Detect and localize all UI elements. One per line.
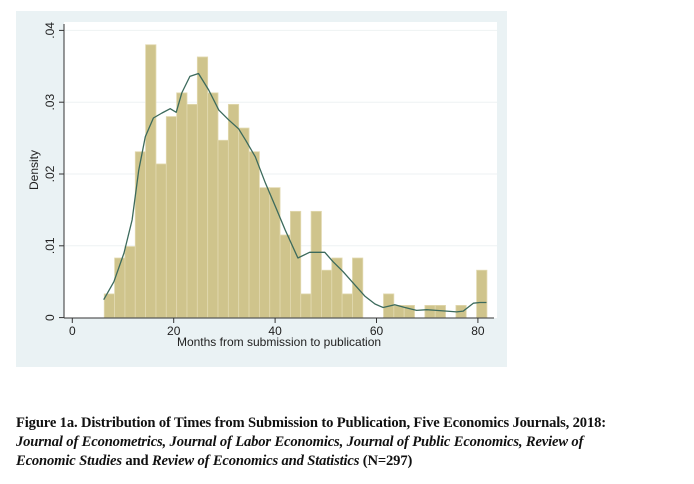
histogram-bar [176, 92, 188, 318]
y-tick-label: 0 [43, 314, 57, 321]
caption-sample-size: (N=297) [359, 453, 413, 469]
histogram-bar [279, 234, 291, 318]
figure-caption: Figure 1a. Distribution of Times from Su… [16, 414, 688, 471]
x-tick-label: 80 [471, 324, 485, 338]
y-axis-ticks: 0 .01 .02 .03 .04 [43, 22, 64, 321]
histogram-bar [269, 187, 281, 318]
histogram-bar [207, 92, 219, 318]
y-tick-label: .02 [43, 165, 57, 182]
y-tick-label: .01 [43, 237, 57, 254]
y-tick-label: .04 [43, 22, 57, 39]
histogram-bar [134, 151, 147, 319]
caption-journal-res: Economic Studies [16, 453, 122, 469]
x-tick-label: 0 [69, 324, 76, 338]
caption-journal-restat: Review of Economics and Statistics [151, 453, 360, 469]
y-tick-label: .03 [43, 94, 57, 111]
x-tick-label: 40 [268, 324, 282, 338]
histogram-bar [310, 210, 322, 318]
histogram-bar [238, 127, 250, 319]
caption-and: and [121, 453, 152, 469]
x-tick-label: 60 [370, 324, 384, 338]
histogram-bar [217, 139, 229, 318]
histogram-bar [155, 163, 167, 318]
kernel-density-line [103, 72, 487, 313]
caption-line-1: Figure 1a. Distribution of Times from Su… [16, 415, 606, 431]
histogram-bar [196, 56, 209, 319]
histogram-bar [145, 44, 157, 318]
x-axis-ticks: 0 20 40 60 80 [69, 318, 485, 338]
histogram-bar [186, 103, 198, 318]
histogram-bar [248, 151, 260, 319]
histogram-figure: 0 .01 .02 .03 .04 0 20 40 60 80 Density Months f… [16, 11, 507, 367]
histogram-bar [300, 293, 312, 319]
histogram-bar [321, 269, 333, 319]
histogram-bar [124, 246, 136, 319]
histogram-bar [476, 269, 488, 319]
caption-line-2: Journal of Econometrics, Journal of Labo… [16, 434, 584, 450]
histogram-bar [103, 293, 115, 319]
caption-line-3: Economic Studies and Review of Economics… [16, 452, 688, 471]
axes [63, 24, 494, 319]
histogram-bar [331, 257, 343, 319]
x-tick-label: 20 [167, 324, 181, 338]
histogram-bar [258, 187, 271, 318]
y-axis-title: Density [27, 150, 41, 190]
histogram-bar [424, 304, 436, 319]
histogram-bar [290, 210, 302, 318]
histogram-bar [165, 116, 178, 318]
histogram-bar [227, 103, 240, 318]
histogram-bar [341, 293, 353, 319]
x-axis-title: Months from submission to publication [177, 335, 381, 349]
